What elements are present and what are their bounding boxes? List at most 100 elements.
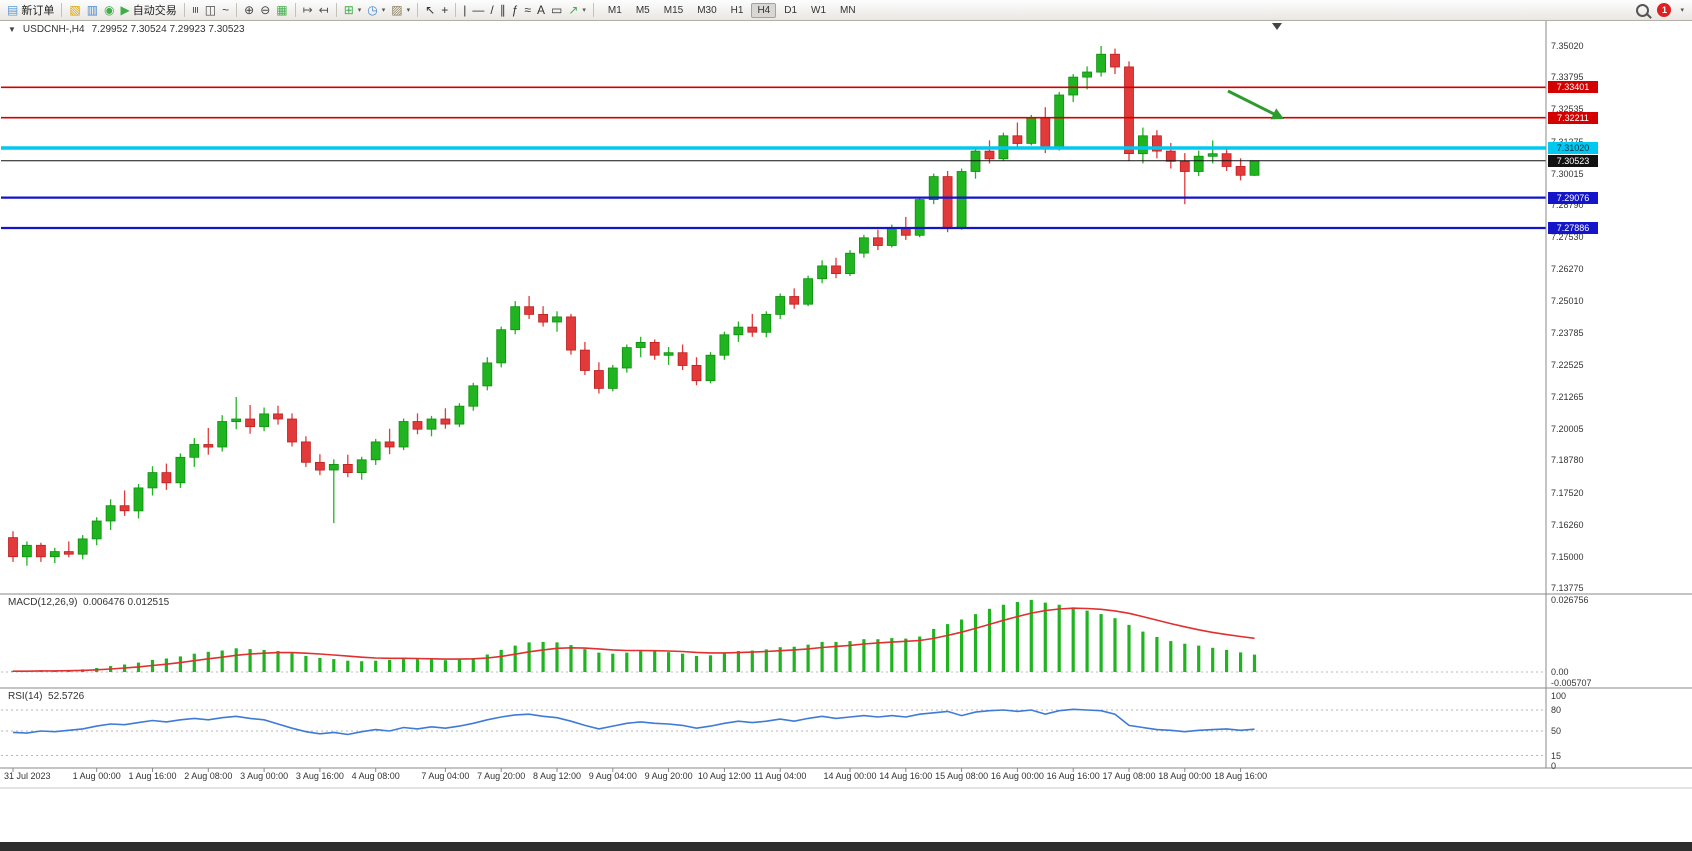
templates-icon: ▨ (391, 3, 403, 17)
text-label-icon[interactable]: ▭ (548, 1, 565, 19)
chart-shift-marker (1272, 23, 1282, 30)
data-window-icon[interactable]: ▥ (84, 1, 101, 19)
cursor-icon[interactable]: ↖ (422, 1, 438, 19)
tile-windows-icon[interactable]: ▦ (273, 1, 290, 19)
chart-shift-icon[interactable]: ↤ (316, 1, 332, 19)
strategy-tester-icon: ◉ (104, 3, 115, 17)
trendline-icon[interactable]: / (487, 1, 496, 19)
dropdown-caret-icon: ▾ (582, 7, 586, 14)
profiles-icon[interactable]: ▧ (66, 1, 83, 19)
new-order-button[interactable]: ▤ 新订单 (4, 1, 57, 19)
timeframe-h4[interactable]: H4 (751, 2, 777, 18)
toolbar-separator (61, 3, 63, 17)
cursor-icon: ↖ (425, 3, 436, 17)
strategy-tester-icon[interactable]: ◉ (101, 1, 117, 19)
toolbar-separator (236, 3, 238, 17)
timeframe-w1[interactable]: W1 (811, 4, 827, 16)
trendline-icon: / (490, 3, 494, 17)
fibonacci-icon: ƒ (511, 3, 519, 17)
rsi-layer (1, 708, 1546, 756)
indicators-icon[interactable]: ⊞ ▾ (341, 1, 365, 19)
chart-symbol-period: USDCNH-,H4 (22, 24, 85, 35)
search-icon[interactable] (1636, 3, 1650, 17)
zoom-in-icon[interactable]: ⊕ (241, 1, 257, 19)
timeframe-m5[interactable]: M5 (635, 4, 650, 16)
templates-icon[interactable]: ▨ ▾ (388, 1, 413, 19)
candlestick-chart-icon: ◫ (204, 3, 217, 17)
toolbar-overflow-icon[interactable]: ▾ (1680, 7, 1684, 14)
toolbar-button-groups: ▤ 新订单 ▧ ▥ ◉ ▶ 自动交易 ≡ ◫ ~ ⊕ ⊖ ▦ ↦ ↤ ⊞ ▾ ◷ ▾ ▨ ▾ ↖ + | — / ∥ ƒ ≈ A ▭ ↗ ▾ (4, 1, 589, 19)
fibonacci-icon[interactable]: ƒ (509, 1, 522, 19)
macd-layer (1, 599, 1546, 673)
cycle-lines-icon: ≈ (524, 3, 531, 17)
new-order-icon: ▤ (7, 3, 19, 17)
crosshair-icon[interactable]: + (438, 1, 451, 19)
line-chart-icon: ~ (222, 3, 230, 17)
periods-icon[interactable]: ◷ ▾ (364, 1, 388, 19)
bar-chart-icon: ≡ (188, 6, 203, 14)
zoom-out-icon[interactable]: ⊖ (257, 1, 273, 19)
rsi-indicator-label: RSI(14) 52.5726 (8, 691, 84, 702)
timeframe-switcher: M1 M5 M15 M30 H1 H4 D1 W1 MN (602, 2, 862, 18)
toolbar-separator (455, 3, 457, 17)
one-click-trading-collapse-icon[interactable]: ▼ (8, 25, 16, 34)
dropdown-caret-icon: ▾ (406, 7, 411, 14)
tile-windows-icon: ▦ (276, 3, 288, 17)
taskbar-strip (0, 842, 1692, 851)
toolbar-separator (183, 3, 185, 17)
cycle-lines-icon[interactable]: ≈ (521, 1, 534, 19)
auto-trading-button[interactable]: ▶ 自动交易 (118, 1, 180, 19)
timeframe-m30[interactable]: M30 (697, 4, 717, 16)
arrows-icon[interactable]: ↗ ▾ (565, 1, 589, 19)
auto-trading-button-label: 自动交易 (132, 5, 177, 17)
candles-layer (8, 46, 1260, 566)
text-icon: A (536, 3, 545, 17)
indicators-icon: ⊞ (343, 3, 354, 17)
chart-shift-icon: ↤ (318, 3, 329, 17)
toolbar-separator (592, 3, 594, 17)
timeframe-d1[interactable]: D1 (784, 4, 798, 16)
macd-values: 0.006476 0.012515 (83, 597, 170, 608)
candlestick-chart-icon[interactable]: ◫ (202, 1, 219, 19)
macd-indicator-label: MACD(12,26,9) 0.006476 0.012515 (8, 597, 169, 608)
timeframe-h1[interactable]: H1 (730, 4, 744, 16)
profiles-icon: ▧ (69, 3, 81, 17)
vertical-line-icon: | (463, 3, 467, 17)
new-order-button-label: 新订单 (21, 5, 55, 17)
auto-scroll-icon: ↦ (302, 3, 313, 17)
horizontal-line-icon: — (472, 3, 485, 17)
toolbar-separator (294, 3, 296, 17)
dropdown-caret-icon: ▾ (357, 7, 362, 14)
bar-chart-icon[interactable]: ≡ (188, 1, 203, 19)
equidistant-channel-icon: ∥ (499, 3, 506, 17)
vertical-line-icon[interactable]: | (460, 1, 469, 19)
text-icon[interactable]: A (534, 1, 548, 19)
timeframe-m15[interactable]: M15 (663, 4, 684, 16)
timeframe-m1[interactable]: M1 (607, 4, 622, 16)
auto-trading-icon: ▶ (120, 3, 130, 17)
zoom-out-icon: ⊖ (260, 3, 271, 17)
rsi-value: 52.5726 (48, 691, 85, 702)
timeframe-mn[interactable]: MN (840, 4, 856, 16)
rsi-name: RSI(14) (8, 691, 43, 702)
chart-ohlc-values: 7.29952 7.30524 7.29923 7.30523 (91, 24, 245, 35)
macd-name: MACD(12,26,9) (8, 597, 78, 608)
auto-scroll-icon[interactable]: ↦ (300, 1, 316, 19)
text-label-icon: ▭ (551, 3, 563, 17)
equidistant-channel-icon[interactable]: ∥ (497, 1, 509, 19)
line-chart-icon[interactable]: ~ (219, 1, 232, 19)
toolbar-separator (335, 3, 337, 17)
toolbar-right: 1 ▾ (1636, 3, 1688, 17)
data-window-icon: ▥ (86, 3, 99, 17)
periods-icon: ◷ (367, 3, 378, 17)
axis-frame-layer (0, 21, 1692, 789)
dropdown-caret-icon: ▾ (381, 7, 386, 14)
crosshair-icon: + (441, 3, 449, 17)
arrows-icon: ↗ (568, 3, 579, 17)
toolbar: ▤ 新订单 ▧ ▥ ◉ ▶ 自动交易 ≡ ◫ ~ ⊕ ⊖ ▦ ↦ ↤ ⊞ ▾ ◷ ▾ ▨ ▾ ↖ + | — / ∥ ƒ ≈ A ▭ ↗ ▾ M… (0, 0, 1692, 21)
notification-badge[interactable]: 1 (1657, 3, 1672, 17)
chart-title: ▼ USDCNH-,H4 7.29952 7.30524 7.29923 7.3… (8, 24, 245, 35)
level-lines-layer (1, 86, 1546, 230)
horizontal-line-icon[interactable]: — (469, 1, 487, 19)
